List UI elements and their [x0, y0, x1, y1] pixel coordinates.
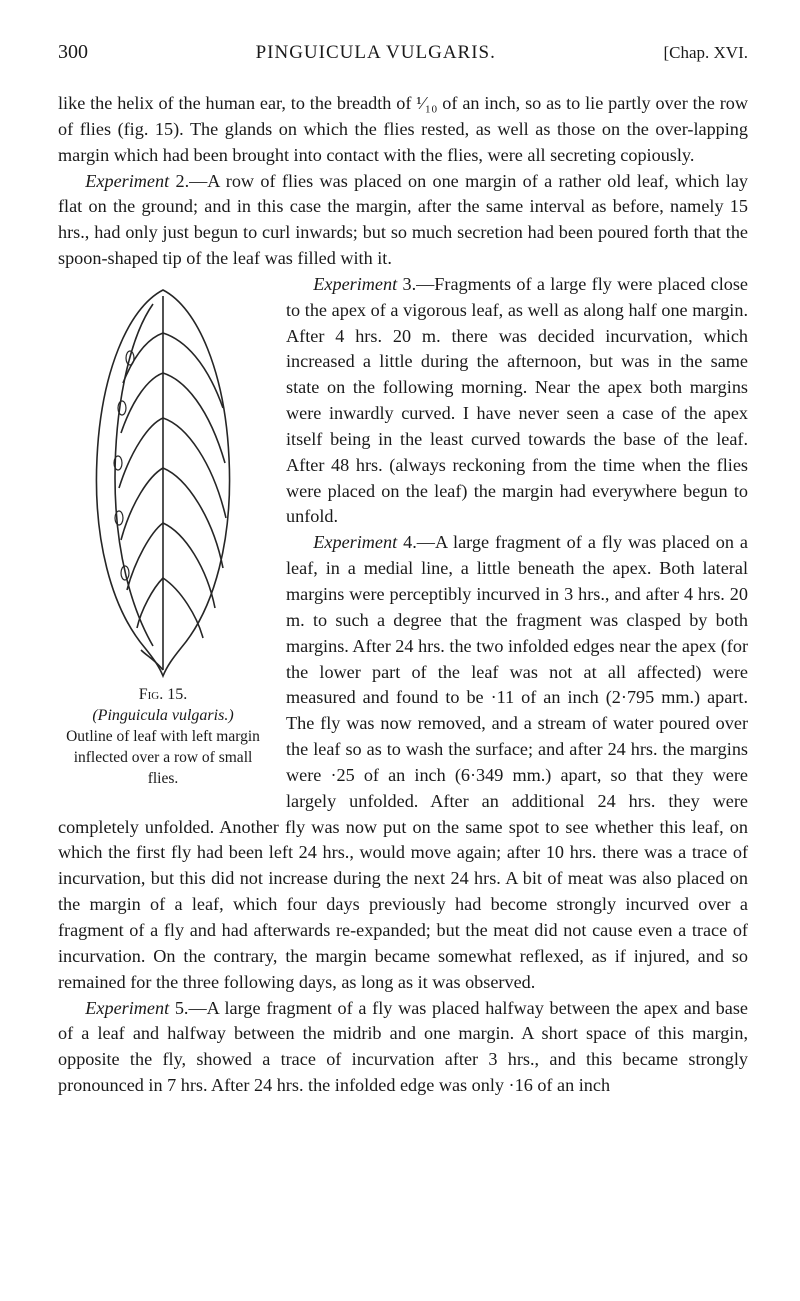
experiment-label-2: Experiment — [85, 171, 169, 191]
paragraph-1: like the helix of the human ear, to the … — [58, 91, 748, 169]
experiment-label-4: Experiment — [313, 532, 397, 552]
paragraph-exp5: Experiment 5.—A large fragment of a fly … — [58, 996, 748, 1099]
page-number: 300 — [58, 38, 88, 66]
figure-species: (Pinguicula vulgaris.) — [58, 705, 268, 727]
experiment-text-3: 3.—Fragments of a large fly were placed … — [286, 274, 748, 527]
experiment-label-5: Experiment — [85, 998, 169, 1018]
figure-note: Outline of leaf with left margin inflect… — [58, 727, 268, 790]
leaf-outline-illustration — [73, 278, 253, 678]
paragraph-exp2: Experiment 2.—A row of flies was placed … — [58, 169, 748, 272]
figure-caption: Fig. 15. (Pinguicula vulgaris.) Outline … — [58, 684, 268, 790]
page-header: 300 PINGUICULA VULGARIS. [Chap. XVI. — [58, 38, 748, 67]
page-title: PINGUICULA VULGARIS. — [88, 40, 663, 67]
figure-15: Fig. 15. (Pinguicula vulgaris.) Outline … — [58, 278, 268, 790]
experiment-label-3: Experiment — [313, 274, 397, 294]
figure-label: Fig. 15. — [58, 684, 268, 706]
chapter-ref: [Chap. XVI. — [663, 41, 748, 65]
body-text: like the helix of the human ear, to the … — [58, 91, 748, 1099]
